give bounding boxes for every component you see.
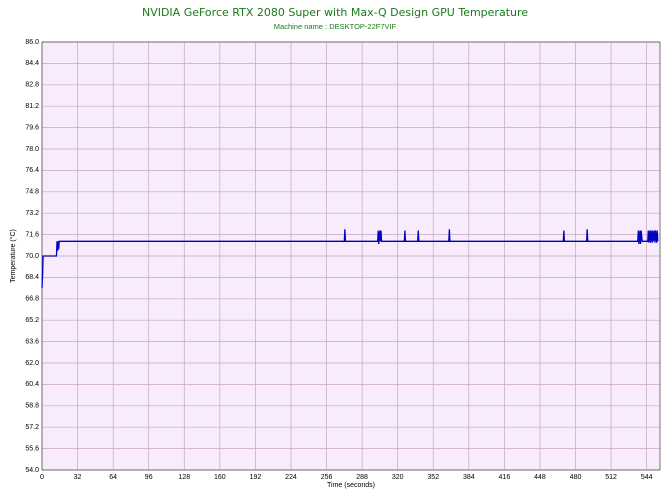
x-tick-label: 480 <box>570 474 582 481</box>
y-tick-label: 68.4 <box>25 274 39 281</box>
x-tick-label: 224 <box>285 474 297 481</box>
x-tick-label: 352 <box>427 474 439 481</box>
y-tick-label: 71.6 <box>25 231 39 238</box>
x-tick-label: 128 <box>178 474 190 481</box>
y-tick-label: 60.4 <box>25 381 39 388</box>
x-axis-label: Time (seconds) <box>327 482 375 489</box>
plot-frame <box>41 41 661 471</box>
data-line <box>41 229 659 289</box>
y-tick-label: 86.0 <box>25 39 39 46</box>
x-tick-label: 288 <box>356 474 368 481</box>
x-tick-label: 32 <box>74 474 82 481</box>
chart-subtitle: Machine name : DESKTOP-22F7VIF <box>274 22 397 31</box>
x-tick-label: 0 <box>40 474 44 481</box>
y-tick-label: 78.0 <box>25 146 39 153</box>
x-tick-label: 416 <box>499 474 511 481</box>
y-tick-label: 73.2 <box>25 210 39 217</box>
y-tick-label: 54.0 <box>25 467 39 474</box>
y-tick-label: 79.6 <box>25 124 39 131</box>
y-tick-label: 74.8 <box>25 189 39 196</box>
y-tick-label: 84.4 <box>25 60 39 67</box>
x-tick-label: 512 <box>605 474 617 481</box>
y-tick-label: 55.6 <box>25 445 39 452</box>
x-tick-label: 64 <box>109 474 117 481</box>
chart-title: NVIDIA GeForce RTX 2080 Super with Max-Q… <box>142 6 528 19</box>
y-tick-label: 62.0 <box>25 360 39 367</box>
y-tick-label: 82.8 <box>25 82 39 89</box>
x-tick-label: 96 <box>145 474 153 481</box>
y-tick-label: 76.4 <box>25 167 39 174</box>
y-tick-label: 66.8 <box>25 296 39 303</box>
y-tick-label: 58.8 <box>25 403 39 410</box>
x-tick-label: 256 <box>321 474 333 481</box>
x-tick-label: 384 <box>463 474 475 481</box>
x-tick-label: 160 <box>214 474 226 481</box>
y-tick-label: 57.2 <box>25 424 39 431</box>
x-tick-label: 448 <box>534 474 546 481</box>
y-tick-label: 70.0 <box>25 253 39 260</box>
y-tick-label: 81.2 <box>25 103 39 110</box>
x-tick-label: 192 <box>250 474 262 481</box>
y-tick-label: 65.2 <box>25 317 39 324</box>
x-tick-label: 544 <box>641 474 653 481</box>
y-tick-label: 63.6 <box>25 338 39 345</box>
y-axis-label: Temperature (°C) <box>9 229 17 283</box>
x-tick-label: 320 <box>392 474 404 481</box>
